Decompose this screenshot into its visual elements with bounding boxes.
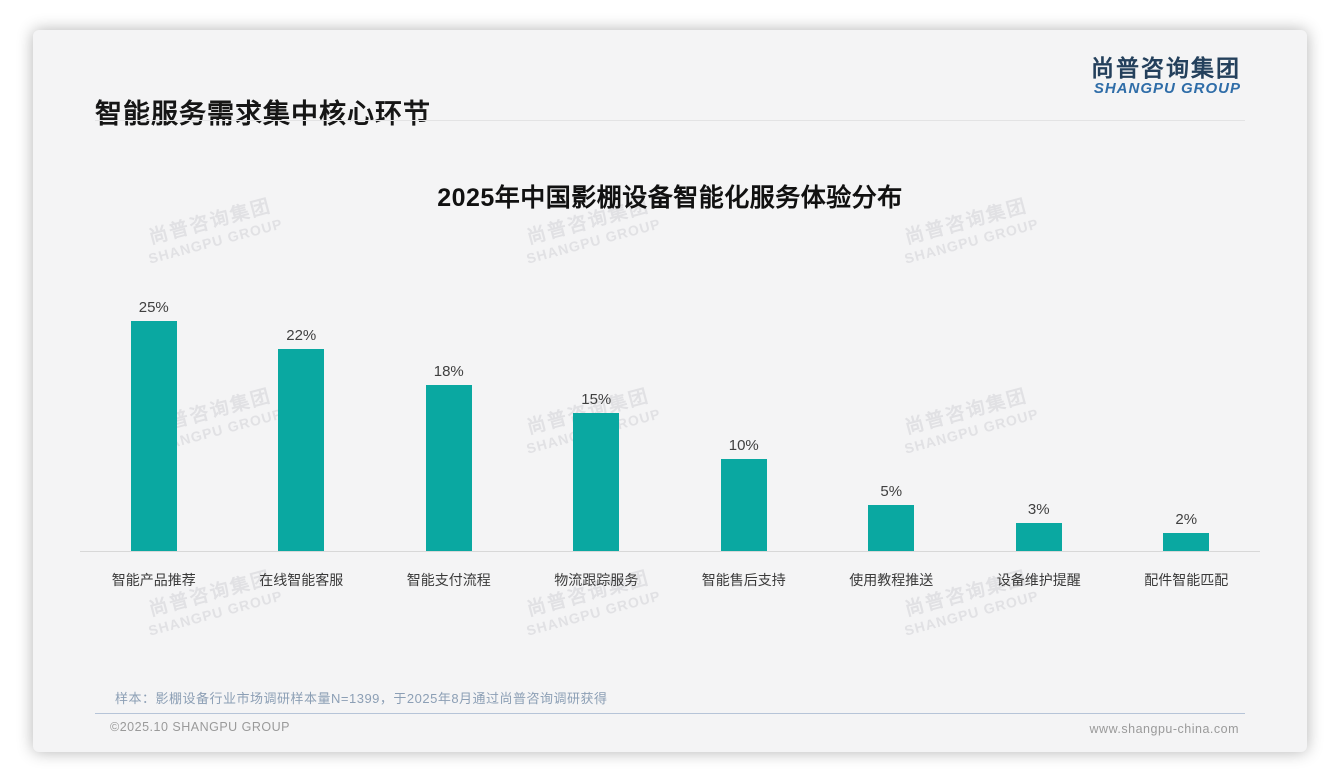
bar-value-label: 22% — [286, 326, 317, 344]
bar-value-label: 15% — [581, 391, 612, 408]
category-label: 智能支付流程 — [406, 572, 491, 588]
copyright-text: ©2025.10 SHANGPU GROUP — [110, 720, 290, 734]
bar-column: 10% — [670, 292, 818, 551]
category-axis: 智能产品推荐 在线智能客服 智能支付流程 物流跟踪服务 智能售后支持 使用教程推送 设备维护… — [80, 570, 1260, 590]
page-title: 智能服务需求集中核心环节 — [95, 99, 431, 129]
bar-column: 18% — [375, 292, 523, 551]
chart-title: 2025年中国影棚设备智能化服务体验分布 — [437, 184, 903, 212]
header-divider — [95, 120, 1245, 121]
bar-column: 2% — [1113, 292, 1261, 551]
bar-value-label: 25% — [138, 299, 169, 316]
bar-column: 22% — [228, 292, 376, 551]
category-label: 物流跟踪服务 — [554, 572, 639, 588]
bar-value-label: 10% — [728, 437, 759, 454]
bar-column: 3% — [965, 292, 1113, 551]
bar-chart-plot: 25% 22% 18% 15% 10% 5% 3% 2% — [80, 292, 1260, 552]
logo-chinese-text: 尚普咨询集团 — [1091, 55, 1241, 81]
bar — [425, 385, 472, 551]
bar-column: 25% — [80, 292, 228, 551]
category-label: 在线智能客服 — [259, 572, 344, 588]
logo-english-text: SHANGPU GROUP — [1093, 80, 1241, 98]
bar — [1163, 532, 1210, 551]
category-label: 设备维护提醒 — [996, 572, 1081, 588]
bar — [868, 505, 915, 551]
footer-divider — [95, 713, 1245, 714]
bar-value-label: 5% — [880, 483, 903, 500]
website-url: www.shangpu-china.com — [1089, 722, 1239, 736]
company-logo: 尚普咨询集团 SHANGPU GROUP — [1091, 55, 1241, 98]
bar — [573, 413, 620, 551]
category-label: 使用教程推送 — [849, 572, 934, 588]
bar — [720, 459, 767, 551]
bar — [278, 348, 325, 551]
slide: 尚普咨询集团 SHANGPU GROUP 尚普咨询集团 SHANGPU GROUP 尚普… — [33, 30, 1307, 752]
bar-column: 5% — [818, 292, 966, 551]
bar-value-label: 3% — [1027, 501, 1050, 519]
bar-column: 15% — [523, 292, 671, 551]
category-label: 智能售后支持 — [701, 572, 786, 588]
category-label: 智能产品推荐 — [111, 572, 196, 588]
sample-note: 样本：影棚设备行业市场调研样本量N=1399，于2025年8月通过尚普咨询调研获… — [115, 691, 608, 706]
category-label: 配件智能匹配 — [1144, 572, 1229, 588]
bar — [1015, 523, 1062, 551]
bar-value-label: 18% — [433, 363, 464, 381]
bar — [130, 321, 177, 551]
bar-value-label: 2% — [1175, 510, 1198, 528]
